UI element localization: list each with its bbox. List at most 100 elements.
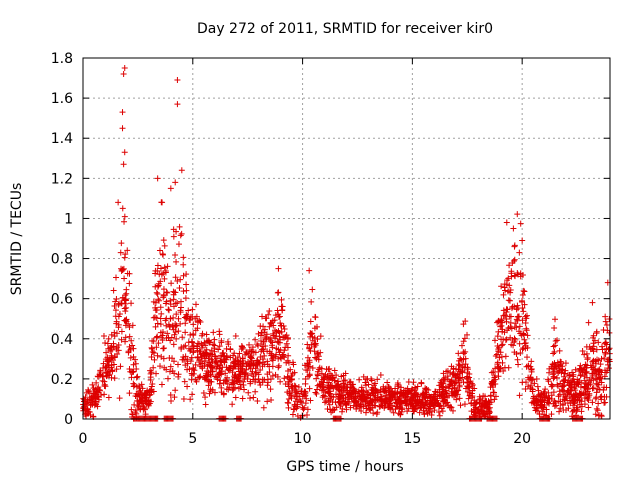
data-point	[390, 409, 397, 416]
data-point	[197, 348, 204, 355]
data-point	[161, 275, 168, 282]
data-point	[247, 380, 254, 387]
data-point	[115, 347, 122, 354]
data-point	[318, 370, 325, 377]
data-point	[149, 380, 156, 387]
data-point	[534, 399, 541, 406]
data-point	[277, 378, 284, 385]
data-point	[153, 370, 160, 377]
data-point	[422, 395, 429, 402]
data-point	[554, 337, 561, 344]
data-point	[467, 378, 474, 385]
data-point	[589, 299, 596, 306]
data-point	[297, 397, 304, 404]
data-point	[532, 407, 539, 414]
data-point	[291, 386, 298, 393]
data-point	[496, 344, 503, 351]
data-point	[595, 339, 602, 346]
data-point	[534, 383, 541, 390]
data-point	[174, 278, 181, 285]
data-point	[481, 403, 488, 410]
data-point	[498, 283, 505, 290]
data-point	[202, 394, 209, 401]
data-point	[168, 397, 175, 404]
data-point	[343, 384, 350, 391]
data-point	[202, 349, 209, 356]
data-point	[585, 404, 592, 411]
data-point	[284, 336, 291, 343]
data-point	[187, 313, 194, 320]
data-point	[223, 386, 230, 393]
data-point	[96, 371, 103, 378]
data-point	[229, 369, 236, 376]
data-point	[275, 265, 282, 272]
data-point	[194, 340, 201, 347]
data-point	[510, 225, 517, 232]
data-point	[364, 375, 371, 382]
data-point	[183, 281, 190, 288]
data-point	[268, 352, 275, 359]
data-point	[223, 345, 230, 352]
data-point	[150, 388, 157, 395]
data-point	[154, 262, 161, 269]
data-point	[436, 386, 443, 393]
data-point	[600, 387, 607, 394]
data-point	[217, 362, 224, 369]
data-point	[117, 363, 124, 370]
x-tick-label: 10	[294, 431, 312, 447]
data-point	[447, 381, 454, 388]
data-point	[118, 328, 125, 335]
data-point	[311, 348, 318, 355]
data-point	[211, 389, 218, 396]
data-point	[81, 403, 88, 410]
data-point	[284, 373, 291, 380]
data-point	[506, 297, 513, 304]
data-point	[397, 397, 404, 404]
data-point	[170, 303, 177, 310]
data-point	[110, 343, 117, 350]
data-point	[261, 352, 268, 359]
data-point	[111, 375, 118, 382]
data-point	[118, 240, 125, 247]
data-point	[466, 371, 473, 378]
data-point	[465, 395, 472, 402]
data-point	[335, 378, 342, 385]
data-point	[119, 294, 126, 301]
data-point	[412, 400, 419, 407]
data-point	[281, 326, 288, 333]
data-point	[522, 386, 529, 393]
data-point	[392, 396, 399, 403]
data-point	[163, 322, 170, 329]
data-point	[395, 383, 402, 390]
data-point	[307, 318, 314, 325]
data-point	[241, 386, 248, 393]
data-point	[589, 399, 596, 406]
data-point	[121, 65, 128, 72]
data-point	[367, 404, 374, 411]
data-point	[585, 393, 592, 400]
data-point	[170, 226, 177, 233]
data-point	[133, 374, 140, 381]
data-point	[196, 317, 203, 324]
data-point	[598, 379, 605, 386]
data-point	[490, 389, 497, 396]
data-point	[266, 307, 273, 314]
data-point	[447, 369, 454, 376]
data-point	[218, 371, 225, 378]
data-point	[168, 334, 175, 341]
data-point	[545, 394, 552, 401]
data-point	[455, 361, 462, 368]
data-point	[160, 294, 167, 301]
data-point	[570, 402, 577, 409]
data-point	[163, 298, 170, 305]
data-point	[597, 374, 604, 381]
data-point	[156, 271, 163, 278]
data-point	[524, 354, 531, 361]
data-point	[327, 397, 334, 404]
data-point	[230, 385, 237, 392]
data-point	[360, 391, 367, 398]
data-point	[403, 393, 410, 400]
data-point	[462, 348, 469, 355]
data-point	[541, 402, 548, 409]
data-point	[460, 338, 467, 345]
